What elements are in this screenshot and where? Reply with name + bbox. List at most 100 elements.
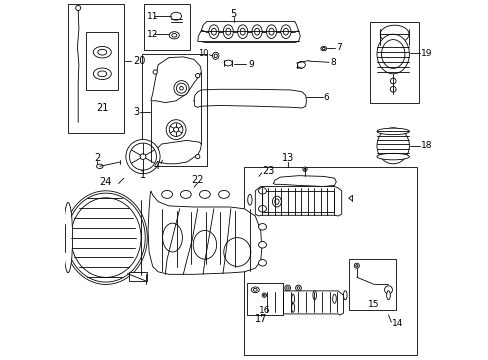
Ellipse shape xyxy=(180,190,191,198)
Ellipse shape xyxy=(129,143,156,170)
Ellipse shape xyxy=(258,188,266,194)
Ellipse shape xyxy=(171,33,177,37)
Ellipse shape xyxy=(312,291,316,300)
Ellipse shape xyxy=(153,70,157,74)
Text: 23: 23 xyxy=(262,166,274,176)
Ellipse shape xyxy=(355,265,357,267)
Ellipse shape xyxy=(199,190,210,198)
Text: 15: 15 xyxy=(367,300,378,309)
Ellipse shape xyxy=(169,123,183,136)
Ellipse shape xyxy=(291,303,294,312)
Ellipse shape xyxy=(211,28,216,35)
Ellipse shape xyxy=(218,190,229,198)
Polygon shape xyxy=(151,57,201,103)
Ellipse shape xyxy=(280,25,290,39)
Polygon shape xyxy=(255,186,341,216)
Ellipse shape xyxy=(240,28,244,35)
Ellipse shape xyxy=(304,168,305,170)
Ellipse shape xyxy=(170,12,181,20)
Text: 22: 22 xyxy=(191,175,203,185)
Ellipse shape xyxy=(195,154,200,159)
Ellipse shape xyxy=(162,190,172,198)
Ellipse shape xyxy=(173,127,178,132)
Ellipse shape xyxy=(332,294,336,303)
Ellipse shape xyxy=(376,128,408,164)
Ellipse shape xyxy=(354,263,359,268)
Ellipse shape xyxy=(263,294,264,296)
Text: 18: 18 xyxy=(420,141,431,150)
Text: 2: 2 xyxy=(94,153,100,163)
Text: 14: 14 xyxy=(391,320,403,328)
Ellipse shape xyxy=(208,25,219,39)
Ellipse shape xyxy=(266,25,276,39)
Ellipse shape xyxy=(284,285,290,291)
Ellipse shape xyxy=(297,62,305,68)
Ellipse shape xyxy=(283,28,288,35)
Ellipse shape xyxy=(224,60,232,66)
Ellipse shape xyxy=(154,151,158,155)
Ellipse shape xyxy=(214,54,217,58)
Bar xyxy=(246,283,283,315)
Ellipse shape xyxy=(174,81,189,96)
Text: 1: 1 xyxy=(140,170,146,180)
Ellipse shape xyxy=(376,34,408,74)
Ellipse shape xyxy=(237,25,247,39)
Ellipse shape xyxy=(291,294,294,303)
Ellipse shape xyxy=(247,194,251,205)
Ellipse shape xyxy=(93,68,111,80)
Ellipse shape xyxy=(224,238,250,266)
Ellipse shape xyxy=(93,46,111,58)
Polygon shape xyxy=(201,22,298,32)
Bar xyxy=(143,4,190,50)
Ellipse shape xyxy=(98,71,106,77)
Ellipse shape xyxy=(140,154,145,159)
Ellipse shape xyxy=(343,291,346,300)
Bar xyxy=(86,32,118,90)
Ellipse shape xyxy=(272,196,281,207)
Text: 17: 17 xyxy=(255,314,267,324)
Polygon shape xyxy=(197,27,300,42)
Text: 11: 11 xyxy=(146,12,158,21)
Ellipse shape xyxy=(258,242,266,248)
Text: 8: 8 xyxy=(329,58,335,67)
Ellipse shape xyxy=(225,28,230,35)
Ellipse shape xyxy=(176,83,186,93)
Text: 6: 6 xyxy=(323,93,329,102)
Bar xyxy=(348,259,395,310)
Ellipse shape xyxy=(253,288,257,291)
Text: 12: 12 xyxy=(146,30,158,39)
Ellipse shape xyxy=(66,193,145,282)
Ellipse shape xyxy=(384,286,392,294)
Polygon shape xyxy=(151,140,201,164)
Ellipse shape xyxy=(380,25,408,43)
Polygon shape xyxy=(273,176,336,186)
Text: 16: 16 xyxy=(259,306,270,315)
Bar xyxy=(68,4,123,133)
Ellipse shape xyxy=(376,153,408,160)
Ellipse shape xyxy=(389,86,395,92)
Text: 7: 7 xyxy=(336,44,341,53)
Bar xyxy=(370,22,418,103)
Ellipse shape xyxy=(322,48,325,50)
Ellipse shape xyxy=(297,287,299,289)
Ellipse shape xyxy=(64,191,147,284)
Ellipse shape xyxy=(254,28,259,35)
Ellipse shape xyxy=(295,285,301,291)
Polygon shape xyxy=(260,291,343,315)
Ellipse shape xyxy=(71,198,141,278)
Bar xyxy=(244,167,416,355)
Text: 9: 9 xyxy=(247,60,253,69)
Text: 21: 21 xyxy=(96,103,108,113)
Ellipse shape xyxy=(286,287,288,289)
Ellipse shape xyxy=(193,230,216,259)
Ellipse shape xyxy=(274,199,279,204)
Text: 5: 5 xyxy=(230,9,236,19)
Bar xyxy=(142,54,206,166)
Ellipse shape xyxy=(163,223,182,252)
Ellipse shape xyxy=(195,73,200,78)
Text: 24: 24 xyxy=(100,177,112,187)
Ellipse shape xyxy=(381,40,404,68)
Bar xyxy=(261,191,333,212)
Ellipse shape xyxy=(389,78,395,84)
Ellipse shape xyxy=(262,293,266,297)
